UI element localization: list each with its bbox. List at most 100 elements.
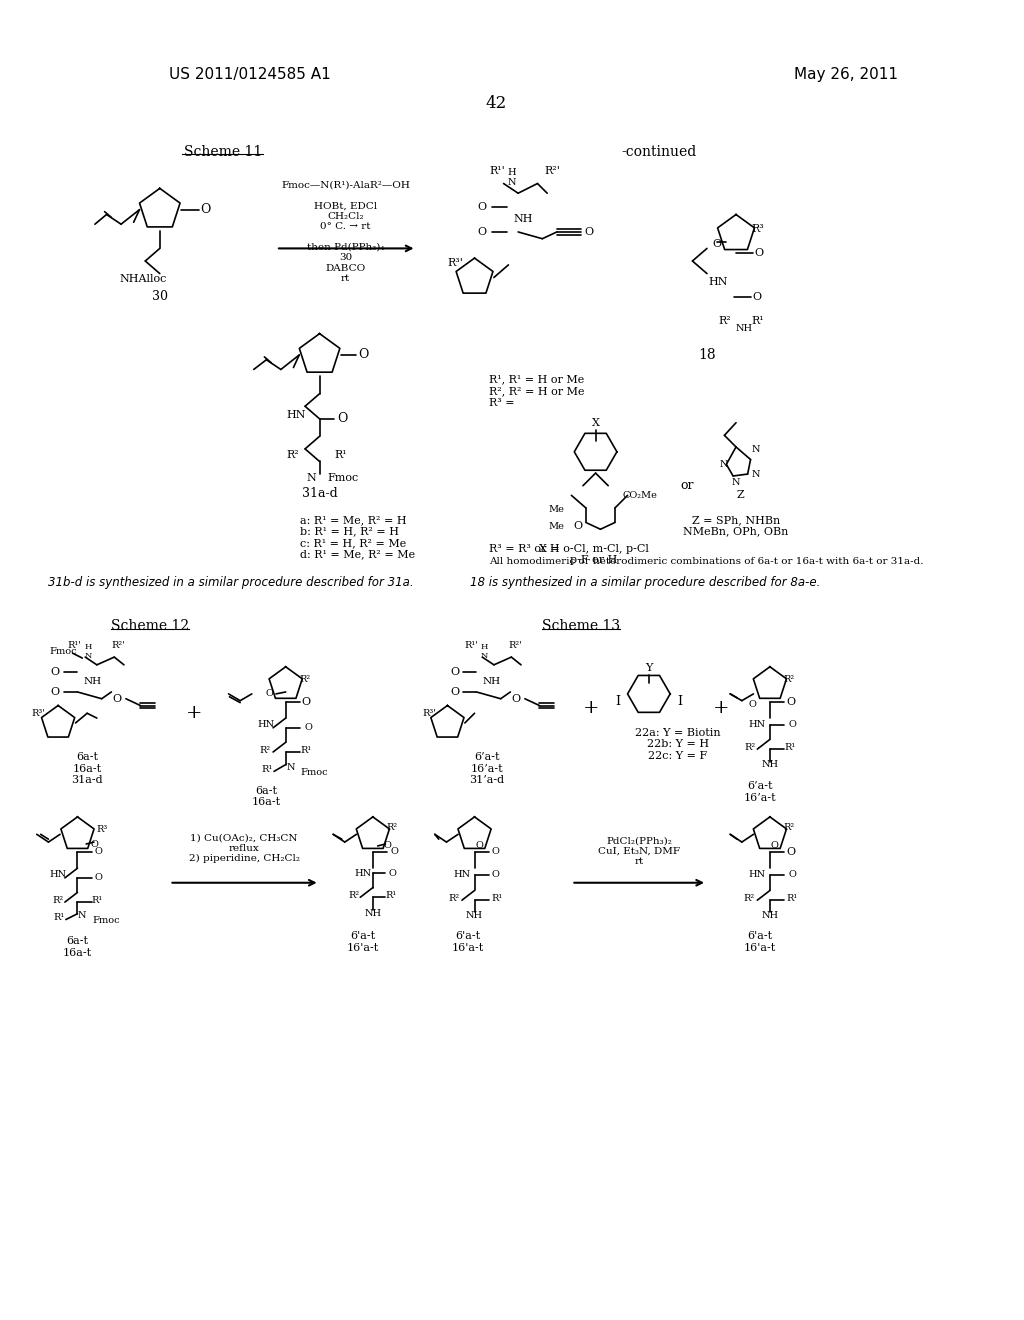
- Text: O: O: [265, 689, 273, 698]
- Text: O: O: [492, 847, 500, 857]
- Text: R¹: R¹: [784, 743, 796, 751]
- Text: O: O: [200, 203, 211, 216]
- Text: R²: R²: [783, 824, 795, 832]
- Text: O: O: [475, 841, 483, 850]
- Text: HN: HN: [749, 721, 766, 730]
- Text: O: O: [50, 686, 59, 697]
- Text: O: O: [786, 846, 796, 857]
- Text: 6'a-t
16'a-t: 6'a-t 16'a-t: [744, 931, 776, 953]
- Text: O: O: [512, 694, 521, 704]
- Text: Fmoc: Fmoc: [328, 473, 358, 483]
- Text: O: O: [788, 721, 796, 730]
- Text: R³': R³': [32, 709, 46, 718]
- Text: X: X: [592, 417, 599, 428]
- Text: NHAlloc: NHAlloc: [120, 275, 167, 284]
- Text: O: O: [585, 227, 593, 238]
- Text: 6a-t
16a-t
31a-d: 6a-t 16a-t 31a-d: [72, 752, 103, 785]
- Text: N: N: [752, 470, 760, 479]
- Text: H
N: H N: [480, 643, 487, 660]
- Text: R³: R³: [751, 224, 764, 234]
- Text: O: O: [383, 841, 391, 850]
- Text: O: O: [712, 239, 721, 248]
- Text: O: O: [788, 870, 796, 879]
- Text: O: O: [304, 723, 312, 733]
- Text: NH: NH: [483, 677, 501, 686]
- Text: 6a-t
16a-t: 6a-t 16a-t: [252, 785, 281, 808]
- Text: R¹: R¹: [91, 896, 102, 904]
- Text: O: O: [95, 874, 102, 882]
- Text: a: R¹ = Me, R² = H
b: R¹ = H, R² = H
c: R¹ = H, R² = Me
d: R¹ = Me, R² = Me: a: R¹ = Me, R² = H b: R¹ = H, R² = H c: …: [300, 515, 416, 560]
- Text: I: I: [677, 696, 682, 708]
- Text: O: O: [113, 694, 122, 704]
- Text: 31a-d: 31a-d: [302, 487, 338, 500]
- Text: N: N: [78, 911, 87, 920]
- Text: Fmoc: Fmoc: [92, 916, 120, 925]
- Text: O: O: [755, 248, 764, 259]
- Text: O: O: [95, 847, 102, 857]
- Text: 6’a-t
16’a-t
31’a-d: 6’a-t 16’a-t 31’a-d: [470, 752, 505, 785]
- Text: 1) Cu(OAc)₂, CH₃CN
reflux
2) piperidine, CH₂Cl₂: 1) Cu(OAc)₂, CH₃CN reflux 2) piperidine,…: [188, 833, 300, 863]
- Text: R¹: R¹: [53, 913, 65, 923]
- Text: O: O: [390, 847, 398, 857]
- Text: NH: NH: [762, 760, 778, 770]
- Text: R¹: R¹: [335, 450, 347, 459]
- Text: R¹': R¹': [488, 166, 505, 176]
- Text: R²: R²: [743, 894, 754, 903]
- Text: PdCl₂(PPh₃)₂
CuI, Et₃N, DMF
rt: PdCl₂(PPh₃)₂ CuI, Et₃N, DMF rt: [598, 837, 680, 866]
- Text: Fmoc: Fmoc: [49, 647, 77, 656]
- Text: NH: NH: [762, 911, 778, 920]
- Text: or: or: [681, 479, 694, 492]
- Text: R²: R²: [744, 743, 755, 751]
- Text: O: O: [90, 840, 98, 849]
- Text: H
N: H N: [507, 168, 516, 187]
- Text: O: O: [451, 667, 460, 677]
- Text: R¹: R¹: [751, 315, 764, 326]
- Text: Scheme 13: Scheme 13: [542, 619, 621, 634]
- Text: R³ = R³ or H: R³ = R³ or H: [489, 544, 560, 553]
- Text: CO₂Me: CO₂Me: [623, 491, 657, 500]
- Text: O: O: [50, 667, 59, 677]
- Text: R¹': R¹': [68, 642, 82, 649]
- Text: NH: NH: [84, 677, 102, 686]
- Text: O: O: [301, 697, 310, 706]
- Text: +: +: [714, 700, 730, 718]
- Text: 6a-t
16a-t: 6a-t 16a-t: [62, 936, 92, 957]
- Text: HN: HN: [354, 869, 372, 878]
- Text: 6’a-t
16’a-t: 6’a-t 16’a-t: [743, 781, 776, 803]
- Text: R²: R²: [449, 894, 460, 903]
- Text: R¹, R¹ = H or Me
R², R² = H or Me
R³ =: R¹, R¹ = H or Me R², R² = H or Me R³ =: [489, 375, 585, 408]
- Text: Y: Y: [645, 663, 652, 673]
- Text: HN: HN: [287, 411, 306, 420]
- Text: HN: HN: [749, 870, 766, 879]
- Text: O: O: [753, 292, 762, 302]
- Text: R²: R²: [286, 450, 299, 459]
- Text: O: O: [573, 521, 583, 532]
- Text: R²: R²: [783, 675, 795, 684]
- Text: 31b-d is synthesized in a similar procedure described for 31a.: 31b-d is synthesized in a similar proced…: [48, 576, 414, 589]
- Text: O: O: [388, 869, 396, 878]
- Text: R²': R²': [544, 166, 560, 176]
- Text: Me: Me: [549, 521, 565, 531]
- Text: O: O: [478, 227, 486, 238]
- Text: HN: HN: [709, 277, 728, 288]
- Text: R²: R²: [348, 891, 359, 900]
- Text: 6'a-t
16'a-t: 6'a-t 16'a-t: [452, 931, 484, 953]
- Text: R¹: R¹: [386, 891, 397, 900]
- Text: NH: NH: [513, 214, 532, 224]
- Text: R¹: R¹: [300, 746, 311, 755]
- Text: O: O: [338, 412, 348, 425]
- Text: +: +: [185, 705, 202, 722]
- Text: R²': R²': [112, 642, 125, 649]
- Text: R²: R²: [260, 746, 271, 755]
- Text: US 2011/0124585 A1: US 2011/0124585 A1: [170, 66, 331, 82]
- Text: O: O: [451, 686, 460, 697]
- Text: NH: NH: [735, 325, 753, 333]
- Text: R¹': R¹': [465, 642, 478, 649]
- Text: HN: HN: [454, 870, 470, 879]
- Text: Fmoc—N(R¹)-AlaR²—OH

HOBt, EDCl
CH₂Cl₂
0° C. → rt

then Pd(PPh₃)₄
30
DABCO
rt: Fmoc—N(R¹)-AlaR²—OH HOBt, EDCl CH₂Cl₂ 0°…: [282, 181, 411, 284]
- Text: O: O: [749, 700, 757, 709]
- Text: 22a: Y = Biotin
22b: Y = H
22c: Y = F: 22a: Y = Biotin 22b: Y = H 22c: Y = F: [635, 727, 721, 762]
- Text: O: O: [786, 697, 796, 706]
- Text: N: N: [719, 459, 728, 469]
- Text: N: N: [307, 473, 316, 483]
